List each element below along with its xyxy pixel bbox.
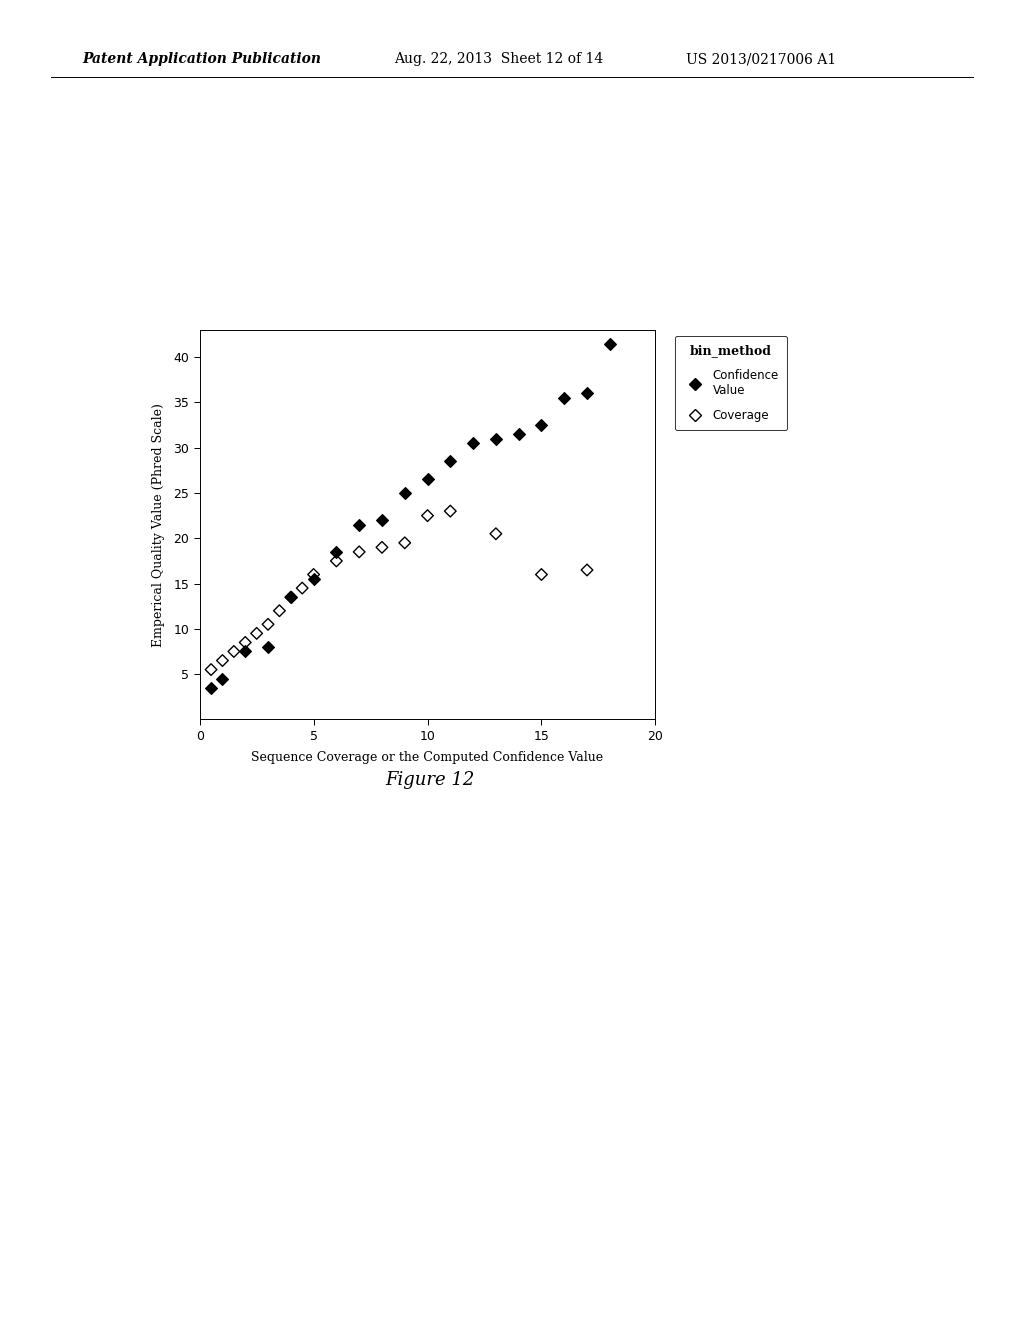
Point	[420, 469, 436, 490]
Point	[249, 623, 265, 644]
Point	[283, 586, 299, 607]
Text: Aug. 22, 2013  Sheet 12 of 14: Aug. 22, 2013 Sheet 12 of 14	[394, 53, 603, 66]
Point	[351, 515, 368, 536]
Point	[374, 510, 390, 531]
Point	[203, 677, 219, 698]
Y-axis label: Emperical Quality Value (Phred Scale): Emperical Quality Value (Phred Scale)	[152, 403, 165, 647]
Text: US 2013/0217006 A1: US 2013/0217006 A1	[686, 53, 837, 66]
Point	[374, 537, 390, 558]
X-axis label: Sequence Coverage or the Computed Confidence Value: Sequence Coverage or the Computed Confid…	[252, 751, 603, 764]
Point	[534, 414, 550, 436]
Point	[238, 642, 254, 663]
Point	[579, 560, 595, 581]
Point	[351, 541, 368, 562]
Point	[442, 500, 459, 521]
Point	[602, 333, 618, 354]
Point	[328, 541, 344, 562]
Text: Figure 12: Figure 12	[385, 771, 475, 789]
Point	[579, 383, 595, 404]
Point	[225, 642, 242, 663]
Point	[238, 632, 254, 653]
Point	[511, 424, 527, 445]
Point	[442, 450, 459, 471]
Point	[534, 564, 550, 585]
Point	[305, 564, 322, 585]
Point	[328, 550, 344, 572]
Point	[487, 523, 504, 544]
Point	[214, 649, 230, 671]
Point	[465, 433, 481, 454]
Text: Patent Application Publication: Patent Application Publication	[82, 53, 321, 66]
Point	[260, 614, 276, 635]
Point	[260, 636, 276, 657]
Point	[556, 387, 572, 408]
Point	[283, 586, 299, 607]
Point	[203, 659, 219, 680]
Point	[420, 506, 436, 527]
Point	[396, 532, 413, 553]
Point	[271, 601, 288, 622]
Point	[294, 578, 310, 599]
Point	[305, 569, 322, 590]
Point	[487, 428, 504, 449]
Point	[214, 668, 230, 689]
Point	[396, 482, 413, 503]
Legend: Confidence
Value, Coverage: Confidence Value, Coverage	[675, 335, 787, 430]
